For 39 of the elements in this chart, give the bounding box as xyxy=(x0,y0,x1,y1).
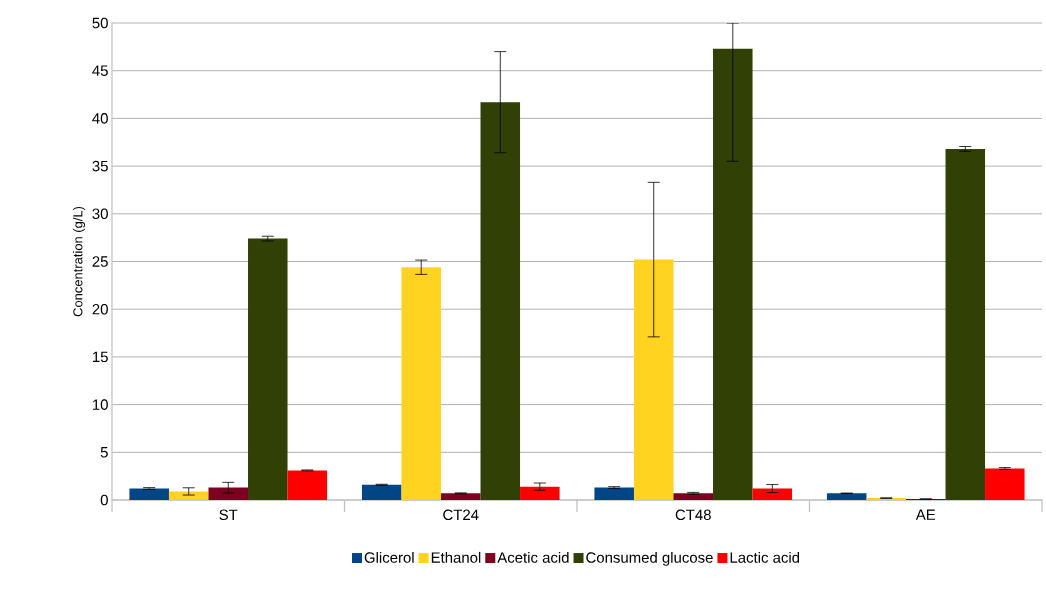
bar xyxy=(401,267,441,500)
bar xyxy=(752,488,793,500)
bar xyxy=(287,470,328,500)
bar xyxy=(673,493,714,500)
y-axis-title: Concentration (g/L) xyxy=(72,206,86,317)
bar xyxy=(361,484,402,500)
y-tick-label: 45 xyxy=(92,65,108,76)
bar xyxy=(129,488,169,500)
x-tick-label: AE xyxy=(915,509,936,520)
legend-label: Consumed glucose xyxy=(586,551,713,566)
legend-label: Acetic acid xyxy=(497,551,569,563)
y-tick-label: 20 xyxy=(92,303,108,315)
legend-label: Glicerol xyxy=(364,551,414,563)
y-tick-label: 30 xyxy=(92,208,108,220)
bar xyxy=(168,491,209,500)
bar xyxy=(520,486,560,500)
bar xyxy=(945,148,986,500)
bar xyxy=(985,468,1025,500)
bar xyxy=(713,48,753,500)
bar xyxy=(594,487,634,500)
x-tick-label: CT48 xyxy=(675,509,711,521)
y-tick-label: 50 xyxy=(92,17,108,29)
x-tick-label: ST xyxy=(219,509,238,521)
legend-label: Ethanol xyxy=(431,551,481,563)
bar xyxy=(208,487,249,500)
bar xyxy=(480,102,521,500)
y-tick-label: 10 xyxy=(93,399,108,410)
y-tick-label: 5 xyxy=(100,447,108,458)
bar xyxy=(633,259,674,500)
y-tick-label: 40 xyxy=(92,113,108,124)
y-tick-label: 35 xyxy=(92,160,108,172)
bar xyxy=(826,493,867,500)
bar xyxy=(248,238,288,500)
y-tick-label: 0 xyxy=(100,494,108,506)
y-tick-label: 25 xyxy=(92,256,108,267)
y-tick-label: 15 xyxy=(93,351,108,363)
bar xyxy=(440,493,481,500)
legend-label: Lactic acid xyxy=(730,551,800,563)
x-tick-label: CT24 xyxy=(443,509,479,521)
